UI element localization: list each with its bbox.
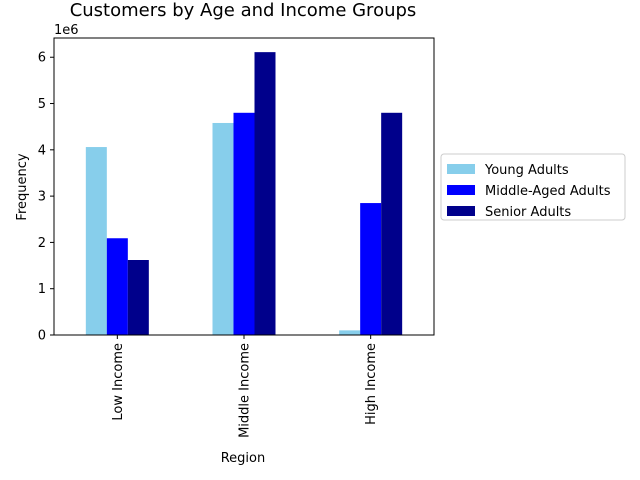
bar-middle-aged-adults-high-income: [360, 203, 382, 335]
y-axis: 0 1 2 3 4 5 6: [38, 51, 54, 344]
y-tick-label: 0: [38, 329, 46, 344]
bar-young-adults-high-income: [339, 330, 361, 335]
x-axis: Low Income Middle Income High Income: [111, 335, 379, 438]
x-tick-label-middle-income: Middle Income: [238, 343, 253, 438]
legend-box: [440, 153, 626, 221]
bars-group: [85, 52, 403, 335]
y-tick-label: 3: [38, 190, 46, 205]
bar-young-adults-low-income: [85, 147, 107, 335]
bar-senior-adults-high-income: [381, 112, 403, 335]
legend: Young Adults Middle-Aged Adults Senior Adu…: [440, 153, 626, 221]
y-axis-label: Frequency: [15, 153, 30, 220]
y-axis-offset-label: 1e6: [54, 23, 79, 38]
legend-swatch-middle-aged-adults: [447, 185, 475, 195]
legend-label-middle-aged-adults: Middle-Aged Adults: [485, 184, 611, 199]
legend-label-senior-adults: Senior Adults: [485, 205, 571, 220]
chart-title: Customers by Age and Income Groups: [70, 0, 417, 21]
x-tick-label-high-income: High Income: [364, 343, 379, 425]
legend-swatch-senior-adults: [447, 206, 475, 216]
x-tick-label-low-income: Low Income: [111, 343, 126, 421]
y-tick-label: 2: [38, 236, 46, 251]
y-tick-label: 4: [38, 143, 46, 158]
y-tick-label: 6: [38, 51, 46, 66]
bar-senior-adults-middle-income: [254, 52, 276, 335]
bar-young-adults-middle-income: [212, 122, 234, 335]
y-tick-label: 5: [38, 97, 46, 112]
bar-senior-adults-low-income: [127, 260, 149, 335]
y-tick-label: 1: [38, 282, 46, 297]
x-axis-label: Region: [221, 451, 266, 466]
bar-middle-aged-adults-low-income: [106, 238, 128, 335]
legend-label-young-adults: Young Adults: [484, 163, 569, 178]
bar-middle-aged-adults-middle-income: [233, 112, 255, 335]
legend-swatch-young-adults: [447, 164, 475, 174]
